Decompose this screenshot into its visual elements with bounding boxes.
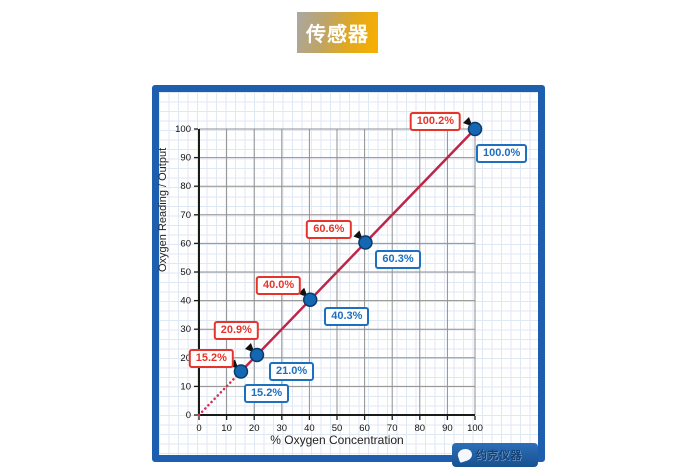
y-tick-label: 60 bbox=[180, 238, 191, 249]
x-tick-label: 0 bbox=[196, 423, 201, 434]
y-tick-label: 50 bbox=[180, 267, 191, 278]
y-tick-label: 30 bbox=[180, 324, 191, 335]
y-tick-label: 100 bbox=[175, 124, 191, 135]
data-point-marker bbox=[233, 364, 249, 379]
chart-area: 0 10 20 30 40 50 60 70 80 90 100 0 10 20 30 40 50 60 70 80 9… bbox=[157, 92, 538, 455]
x-tick-label: 80 bbox=[415, 423, 426, 434]
calibration-line-solid bbox=[240, 128, 476, 373]
x-tick-label: 20 bbox=[249, 423, 260, 434]
x-tick-label: 60 bbox=[359, 423, 370, 434]
x-axis-title: % Oxygen Concentration bbox=[270, 433, 404, 447]
x-tick-label: 30 bbox=[277, 423, 288, 434]
data-point-marker bbox=[358, 235, 373, 250]
y-tick-label: 20 bbox=[180, 353, 191, 364]
calibration-line-extrapolated bbox=[197, 370, 243, 417]
data-point-marker bbox=[249, 347, 265, 363]
x-tick-label: 70 bbox=[387, 423, 398, 434]
brand-watermark-text: 约克仪器 bbox=[476, 450, 522, 462]
y-tick-label: 70 bbox=[180, 210, 191, 221]
y-tick-label: 90 bbox=[180, 153, 191, 164]
dove-swoosh-icon bbox=[456, 447, 474, 463]
brand-watermark: 约克仪器 bbox=[452, 443, 538, 467]
calibration-chart-panel: 0 10 20 30 40 50 60 70 80 90 100 0 10 20 30 40 50 60 70 80 9… bbox=[152, 85, 545, 462]
x-tick-label: 40 bbox=[304, 423, 315, 434]
x-tick-label: 10 bbox=[221, 423, 232, 434]
data-point-marker bbox=[302, 292, 318, 307]
x-tick-label: 100 bbox=[467, 423, 483, 434]
section-title: 传感器 bbox=[297, 12, 378, 53]
section-title-text: 传感器 bbox=[306, 24, 369, 46]
chart-canvas: 0 10 20 30 40 50 60 70 80 90 100 0 10 20 30 40 50 60 70 80 9… bbox=[175, 117, 483, 434]
y-tick-label: 80 bbox=[180, 181, 191, 192]
x-tick-label: 90 bbox=[442, 423, 453, 434]
y-tick-label: 40 bbox=[180, 296, 191, 307]
x-tick-label: 50 bbox=[332, 423, 343, 434]
y-tick-label: 0 bbox=[186, 410, 191, 421]
data-point-marker bbox=[467, 121, 483, 137]
y-tick-label: 10 bbox=[180, 381, 191, 392]
